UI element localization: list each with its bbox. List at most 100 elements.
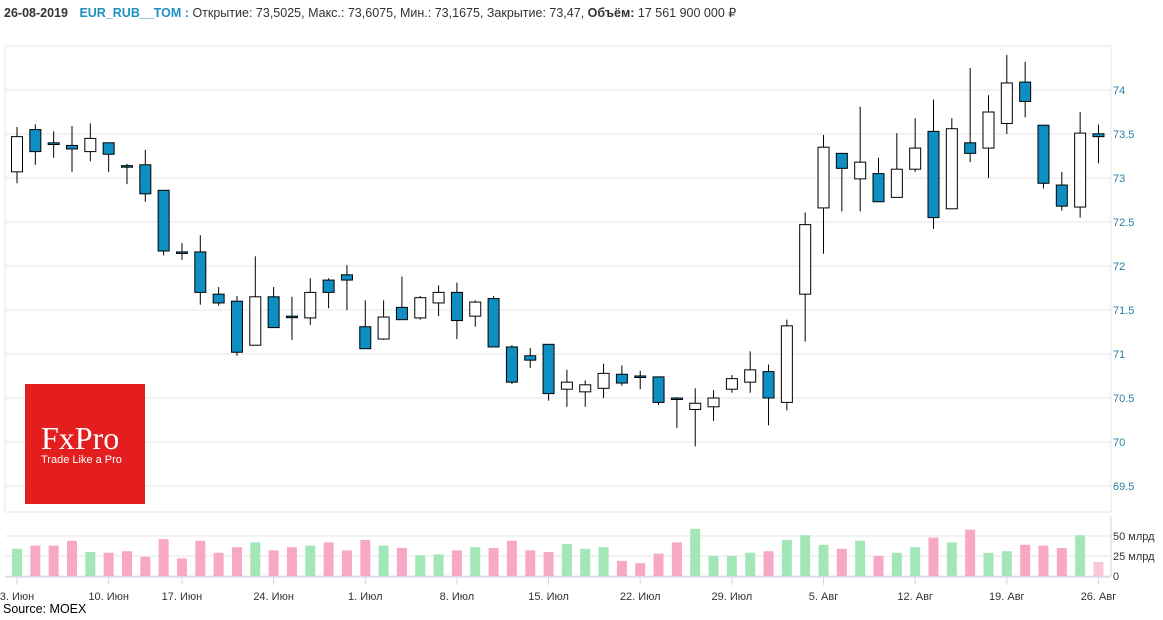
candle-body [120, 165, 133, 168]
candle [817, 134, 830, 254]
candle-body [945, 128, 958, 210]
candle-body [212, 293, 225, 304]
volume-bar [48, 545, 59, 576]
volume-tick-label: 0 [1113, 571, 1119, 583]
volume-bar [653, 553, 664, 576]
candle-body [395, 306, 408, 321]
candle [615, 365, 628, 386]
candle-body [194, 251, 207, 293]
x-tick-label: 10. Июн [88, 591, 129, 603]
close-label: Закрытие: [486, 6, 546, 20]
candle [835, 152, 848, 212]
candle-body [359, 326, 372, 350]
high-label: Макс.: [308, 6, 345, 20]
candle-body [872, 173, 885, 203]
logo-slogan: Trade Like a Pro [41, 454, 122, 466]
volume-bar [1093, 562, 1104, 576]
candle [322, 278, 335, 309]
candle [249, 256, 262, 346]
y-tick-label: 73.5 [1113, 129, 1134, 141]
candle-body [615, 373, 628, 384]
candle [670, 397, 683, 428]
x-tick-label: 15. Июл [528, 591, 569, 603]
candle [157, 189, 170, 256]
logo-name: FxPro [41, 420, 120, 456]
candle [450, 282, 463, 340]
y-tick-label: 72.5 [1113, 217, 1134, 229]
x-tick-label: 26. Авг [1081, 591, 1117, 603]
low-label: Мин.: [400, 6, 432, 20]
volume-bar [470, 547, 481, 576]
volume-bar [818, 544, 829, 576]
candle-body [927, 130, 940, 219]
candle [1055, 171, 1068, 211]
volume-bar [341, 550, 352, 576]
candle-body [1037, 124, 1050, 184]
candle-body [744, 369, 757, 383]
candle-body [835, 152, 848, 169]
volume-bar [1056, 548, 1067, 576]
source-note: Source: MOEX [3, 602, 87, 616]
candle-body [689, 402, 702, 410]
candle [560, 369, 573, 407]
y-tick-label: 73 [1113, 173, 1125, 185]
candle [414, 295, 427, 320]
candle [29, 124, 42, 165]
volume-bar [360, 540, 371, 576]
volume-bar [616, 560, 627, 576]
candle-body [652, 376, 665, 403]
volume-tick-label: 50 млрд [1113, 531, 1155, 543]
candle [11, 126, 23, 184]
candle-body [157, 189, 170, 252]
candle-body [982, 111, 995, 149]
candle-body [1019, 81, 1032, 102]
candle-body [707, 397, 720, 408]
close-value: 73,47 [549, 6, 581, 20]
candle [47, 131, 60, 158]
candle-body [799, 224, 812, 295]
candle-body [11, 136, 23, 173]
volume-bar [1075, 535, 1086, 576]
x-tick-label: 1. Июл [348, 591, 383, 603]
candle [909, 118, 922, 172]
candle [285, 296, 298, 340]
candle [432, 285, 445, 317]
volume-bar [30, 545, 41, 576]
x-tick-label: 24. Июн [253, 591, 294, 603]
candle [120, 163, 133, 185]
candle [469, 300, 482, 327]
candle-body [725, 378, 738, 390]
candle-body [450, 291, 463, 322]
candle [854, 106, 867, 212]
volume-label: Объём: [587, 6, 635, 20]
candle [304, 278, 317, 325]
volume-bar [708, 556, 719, 576]
candle [652, 376, 665, 406]
candle [634, 370, 647, 390]
volume-bar [66, 540, 77, 576]
candle-body [414, 297, 427, 319]
candle-body [854, 161, 867, 180]
candle-body [65, 144, 78, 150]
candle-body [542, 343, 555, 395]
open-value: 73,5025 [255, 6, 302, 20]
volume-bar [140, 556, 151, 576]
volume-bar [1020, 544, 1031, 576]
candle [1019, 61, 1032, 118]
x-tick-label: 8. Июл [440, 591, 475, 603]
low-value: 73,1675 [434, 6, 480, 20]
volume-bar [85, 552, 96, 576]
candle [964, 68, 977, 163]
volume-bar [268, 550, 279, 576]
volume-bar [396, 548, 407, 576]
volume-bar [543, 552, 554, 576]
candle [689, 388, 702, 447]
candle-body [780, 325, 793, 403]
volume-bar [525, 550, 536, 576]
candle [359, 300, 372, 350]
candle [945, 118, 958, 210]
volume-bar [1038, 545, 1049, 576]
volume-bar [286, 547, 297, 576]
volume-bar [231, 547, 242, 576]
volume-bar [983, 552, 994, 576]
